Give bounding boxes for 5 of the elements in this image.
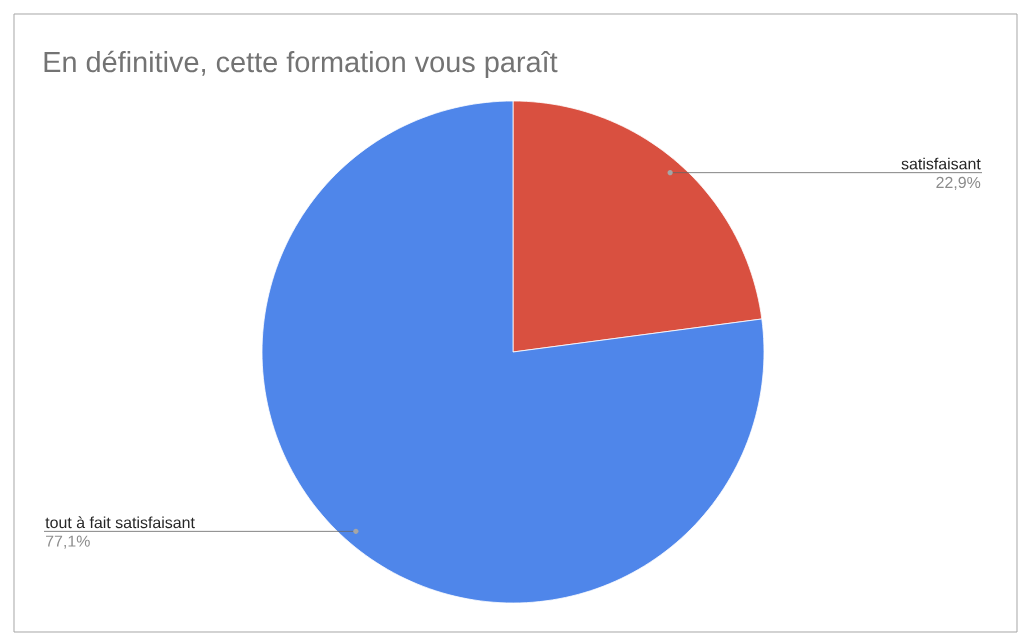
slice-label: tout à fait satisfaisant: [45, 516, 195, 529]
slice-label: satisfaisant: [901, 157, 981, 170]
data-label: 22,9%: [936, 176, 981, 190]
data-label: 77,1%: [46, 535, 90, 549]
chart-title: En définitive, cette formation vous paraît: [44, 50, 558, 78]
